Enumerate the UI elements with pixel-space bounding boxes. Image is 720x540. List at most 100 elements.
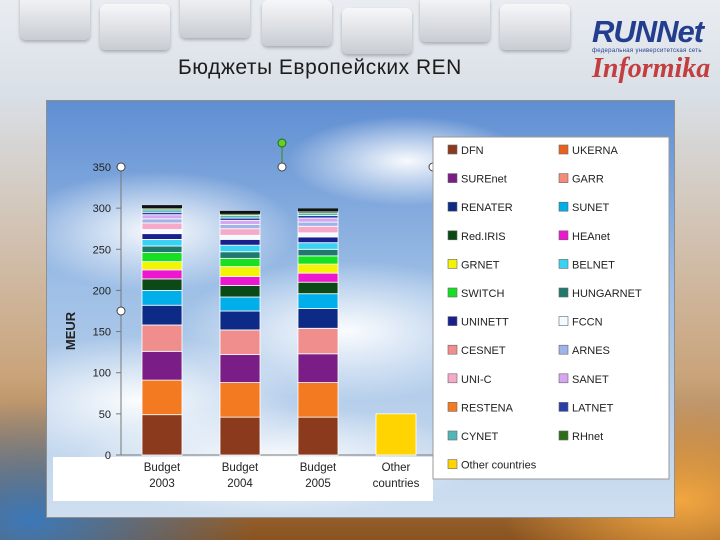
legend-swatch [558, 259, 569, 269]
bar-segment-dfn [219, 416, 261, 456]
y-tick-label: 0 [105, 450, 111, 462]
keyboard-key [20, 0, 90, 40]
bar-segment-belnet [297, 242, 339, 250]
legend-swatch [558, 344, 569, 355]
plot-area: 0 50 100 150 200 250 300 350 MEUR Budget 2003 Budge… [63, 138, 438, 490]
logo-name: RUNNet [592, 14, 704, 49]
legend-label: HEAnet [572, 231, 610, 243]
bar-segment-switch [297, 255, 339, 265]
bar-segment-sunet [141, 290, 183, 306]
y-tick-label: 100 [93, 368, 111, 380]
legend-label: LATNET [572, 402, 614, 414]
bar-segment-restena [219, 382, 261, 418]
runnet-logo: RUNNet федеральная университетская сеть … [592, 16, 714, 94]
legend-label: DFN [461, 145, 484, 157]
keyboard-key [262, 0, 332, 46]
bar-segment-grnet [141, 261, 183, 271]
legend-swatch [447, 173, 458, 183]
legend-swatch [447, 287, 458, 298]
logo-informika: Informika [592, 53, 711, 84]
bar-segment-cesnet [219, 329, 261, 356]
legend-label: UNINETT [461, 317, 509, 329]
bar-segment-hungarnet [297, 248, 339, 257]
bar-segment-red-iris [219, 285, 261, 298]
legend-swatch [447, 201, 458, 212]
legend-label: GARR [572, 174, 604, 186]
x-tick-label: Budget [144, 462, 181, 474]
bar-segment-heanet [141, 269, 183, 280]
x-tick-label: Other [382, 462, 411, 474]
legend-label: GRNET [461, 259, 500, 271]
legend-label: SANET [572, 374, 609, 386]
legend-swatch [447, 259, 458, 269]
y-tick-label: 300 [93, 203, 111, 215]
y-tick-label: 250 [93, 244, 111, 256]
bar-segment-rhnet [141, 207, 183, 211]
legend-label: UKERNA [572, 145, 619, 157]
bar-segment-surenet [141, 350, 183, 381]
chart-panel: 0 50 100 150 200 250 300 350 MEUR Budget 2003 Budge… [46, 100, 675, 518]
legend-swatch [447, 230, 458, 241]
legend-swatch [558, 230, 569, 241]
legend-label: HUNGARNET [572, 288, 642, 300]
y-tick-label: 200 [93, 285, 111, 297]
bar-segment-belnet [141, 239, 183, 247]
bar-segment-uni-c [219, 228, 261, 236]
keyboard-key [500, 4, 570, 50]
x-tick-label: 2004 [227, 478, 253, 490]
legend-swatch [558, 287, 569, 298]
bar-segment-switch [141, 252, 183, 263]
y-tick-label: 350 [93, 162, 111, 174]
selection-rotate-handle [277, 138, 287, 148]
bar-segment-dfn [297, 416, 339, 456]
keyboard-key [100, 4, 170, 50]
bar-segment-surenet [219, 354, 261, 383]
legend-label: RESTENA [461, 402, 514, 414]
bar-segment-sunet [297, 293, 339, 309]
legend-swatch [558, 373, 569, 384]
x-tick-label: Budget [222, 462, 259, 474]
legend-label: RHnet [572, 431, 603, 443]
bar-segment-hungarnet [141, 245, 183, 253]
x-tick-label: Budget [300, 462, 337, 474]
bar-segment-uninett [219, 239, 261, 246]
selection-handle [116, 162, 126, 172]
bar-segment-red-iris [141, 278, 183, 291]
bar-segment-grnet [219, 266, 261, 277]
legend-label: ARNES [572, 345, 610, 357]
bar-segment-other-countries [375, 413, 417, 456]
bar-segment-sanet [141, 214, 183, 220]
bar-segment-restena [141, 379, 183, 416]
bar-cap [298, 208, 338, 212]
legend-swatch [447, 373, 458, 384]
bar-segment-heanet [297, 272, 339, 283]
legend-label: UNI-C [461, 374, 492, 386]
legend-label: FCCN [572, 317, 603, 329]
bar-segment-restena [297, 382, 339, 418]
selection-handle [116, 306, 126, 316]
bar-segment-arnes [297, 221, 339, 227]
x-tick-label: 2005 [305, 478, 331, 490]
legend-swatch [558, 316, 569, 326]
legend-label: SUNET [572, 202, 610, 214]
bar-cap [220, 210, 260, 214]
legend-swatch [558, 173, 569, 183]
bar-segment-cesnet [141, 324, 183, 352]
bar-segment-cesnet [297, 327, 339, 355]
legend-swatch [558, 402, 569, 412]
legend-label: BELNET [572, 259, 615, 271]
legend-swatch [447, 316, 458, 326]
bar-segment-grnet [297, 263, 339, 274]
legend-label: CYNET [461, 431, 499, 443]
y-axis-label: MEUR [63, 311, 78, 350]
selection-handle [277, 162, 287, 172]
bar-segment-uninett [141, 233, 183, 240]
bar-segment-sanet [219, 220, 261, 226]
bar-segment-renater [219, 310, 261, 331]
legend-swatch [558, 144, 569, 155]
legend-label: Red.IRIS [461, 231, 506, 243]
bar-segment-rhnet [297, 211, 339, 214]
bar-segment-uni-c [297, 225, 339, 234]
legend-label: RENATER [461, 202, 513, 214]
bar-segment-belnet [219, 244, 261, 253]
